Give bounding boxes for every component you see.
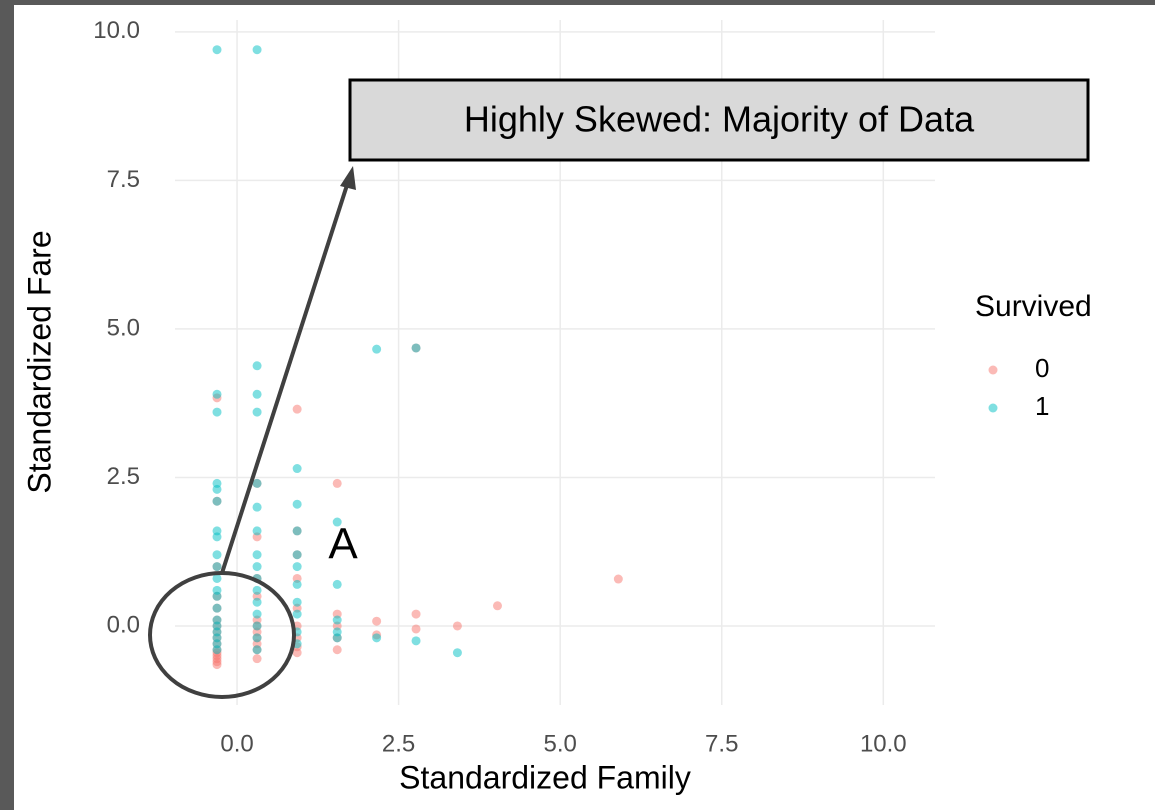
annotation-letter: A [328, 520, 358, 569]
point [212, 603, 222, 613]
x-tick-label: 10.0 [860, 730, 907, 757]
point [252, 361, 262, 371]
point [411, 343, 421, 353]
point [452, 621, 462, 631]
legend-label: 1 [1035, 391, 1049, 421]
point [252, 621, 262, 631]
point [252, 585, 262, 595]
y-tick-label: 5.0 [107, 314, 140, 341]
x-tick-label: 0.0 [220, 730, 253, 757]
point [212, 550, 222, 560]
arrow-head [340, 166, 356, 190]
point [372, 616, 382, 626]
legend-title: Survived [975, 290, 1092, 323]
annotation-text: Highly Skewed: Majority of Data [464, 99, 975, 140]
point [332, 478, 342, 488]
y-tick-label: 7.5 [107, 166, 140, 193]
point [252, 597, 262, 607]
point [292, 526, 302, 536]
point [492, 601, 502, 611]
point [212, 526, 222, 536]
point [372, 344, 382, 354]
point [292, 609, 302, 619]
point [252, 389, 262, 399]
point [252, 526, 262, 536]
point [212, 562, 222, 572]
point [252, 609, 262, 619]
point [332, 615, 342, 625]
point [212, 45, 222, 55]
point [252, 45, 262, 55]
legend-key [988, 403, 998, 413]
point [332, 645, 342, 655]
point [372, 633, 382, 643]
arrow-shaft [220, 181, 350, 574]
point [212, 407, 222, 417]
point [212, 496, 222, 506]
point [252, 407, 262, 417]
point [212, 573, 222, 583]
point [252, 502, 262, 512]
x-tick-label: 2.5 [382, 730, 415, 757]
legend: 01 [988, 353, 1049, 421]
point [292, 404, 302, 414]
x-tick-label: 5.0 [543, 730, 576, 757]
y-tick-label: 0.0 [107, 611, 140, 638]
point [212, 585, 222, 595]
y-tick-label: 10.0 [93, 17, 140, 44]
point [613, 574, 623, 584]
annotation-box [348, 78, 1090, 162]
x-tick-label: 7.5 [705, 730, 738, 757]
point [252, 654, 262, 664]
point [252, 562, 262, 572]
point [252, 478, 262, 488]
point [452, 648, 462, 658]
point [332, 579, 342, 589]
point [252, 550, 262, 560]
point [212, 615, 222, 625]
point [292, 597, 302, 607]
point [212, 389, 222, 399]
point [292, 550, 302, 560]
legend-label: 0 [1035, 353, 1049, 383]
y-tick-label: 2.5 [107, 463, 140, 490]
point [332, 627, 342, 637]
point [292, 562, 302, 572]
points [212, 45, 623, 670]
legend-key [988, 365, 998, 375]
point [292, 579, 302, 589]
y-axis-label: Standardized Fare [21, 230, 57, 493]
point [252, 633, 262, 643]
point [411, 636, 421, 646]
point [252, 645, 262, 655]
x-axis-label: Standardized Family [399, 759, 691, 795]
point [292, 464, 302, 474]
point [411, 609, 421, 619]
point [332, 517, 342, 527]
point [212, 478, 222, 488]
point [292, 499, 302, 509]
point [411, 624, 421, 634]
